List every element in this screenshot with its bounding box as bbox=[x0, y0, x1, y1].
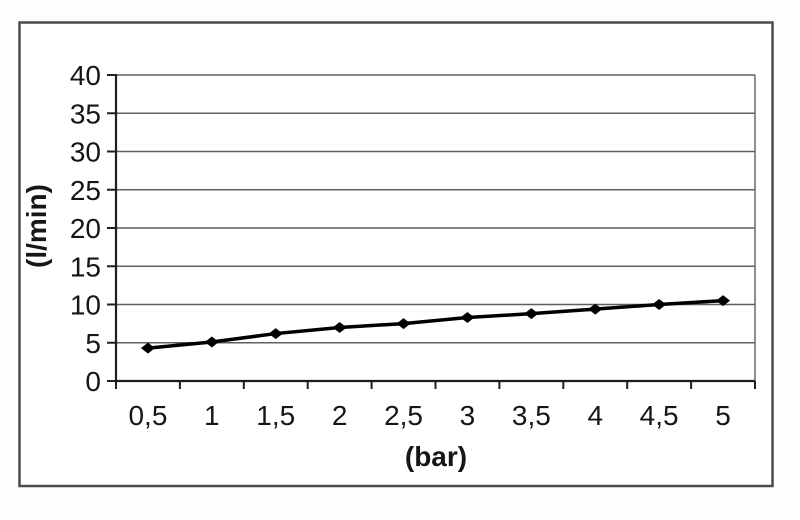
y-tick-label: 15 bbox=[70, 251, 101, 282]
y-tick-label: 30 bbox=[70, 137, 101, 168]
y-tick-label: 40 bbox=[70, 60, 101, 91]
axes bbox=[107, 74, 756, 389]
x-tick-label: 4 bbox=[587, 400, 603, 431]
y-tick-label: 25 bbox=[70, 175, 101, 206]
x-tick-label: 0,5 bbox=[128, 400, 167, 431]
x-axis-title: (bar) bbox=[405, 441, 467, 472]
x-tick-label: 1,5 bbox=[256, 400, 295, 431]
series-marker bbox=[524, 308, 539, 320]
series-marker bbox=[396, 318, 411, 330]
y-tick-label: 10 bbox=[70, 290, 101, 321]
y-axis-tick-labels: 0 5 10 15 20 25 30 35 40 bbox=[70, 60, 101, 397]
x-tick-label: 1 bbox=[204, 400, 220, 431]
data-series bbox=[140, 295, 731, 354]
series-marker bbox=[332, 321, 347, 333]
x-tick-label: 2 bbox=[332, 400, 348, 431]
y-tick-label: 0 bbox=[85, 366, 101, 397]
x-tick-label: 5 bbox=[715, 400, 731, 431]
series-marker bbox=[268, 328, 283, 340]
chart-border-frame bbox=[18, 21, 774, 488]
x-tick-label: 3,5 bbox=[512, 400, 551, 431]
series-marker bbox=[652, 299, 667, 310]
series-marker bbox=[588, 303, 603, 315]
series-marker bbox=[204, 336, 219, 348]
series-marker bbox=[140, 342, 155, 354]
gridlines bbox=[116, 74, 756, 381]
y-tick-label: 35 bbox=[70, 98, 101, 129]
x-axis-tick-labels: 0,5 1 1,5 2 2,5 3 3,5 4 4,5 5 bbox=[128, 400, 730, 431]
x-tick-label: 4,5 bbox=[640, 400, 679, 431]
y-axis-title: (l/min) bbox=[21, 184, 52, 268]
series-line bbox=[146, 298, 725, 350]
series-marker bbox=[460, 312, 475, 324]
y-tick-label: 20 bbox=[70, 213, 101, 244]
x-tick-label: 2,5 bbox=[384, 400, 423, 431]
y-tick-label: 5 bbox=[85, 328, 101, 359]
x-tick-label: 3 bbox=[460, 400, 476, 431]
series-marker bbox=[716, 295, 731, 307]
